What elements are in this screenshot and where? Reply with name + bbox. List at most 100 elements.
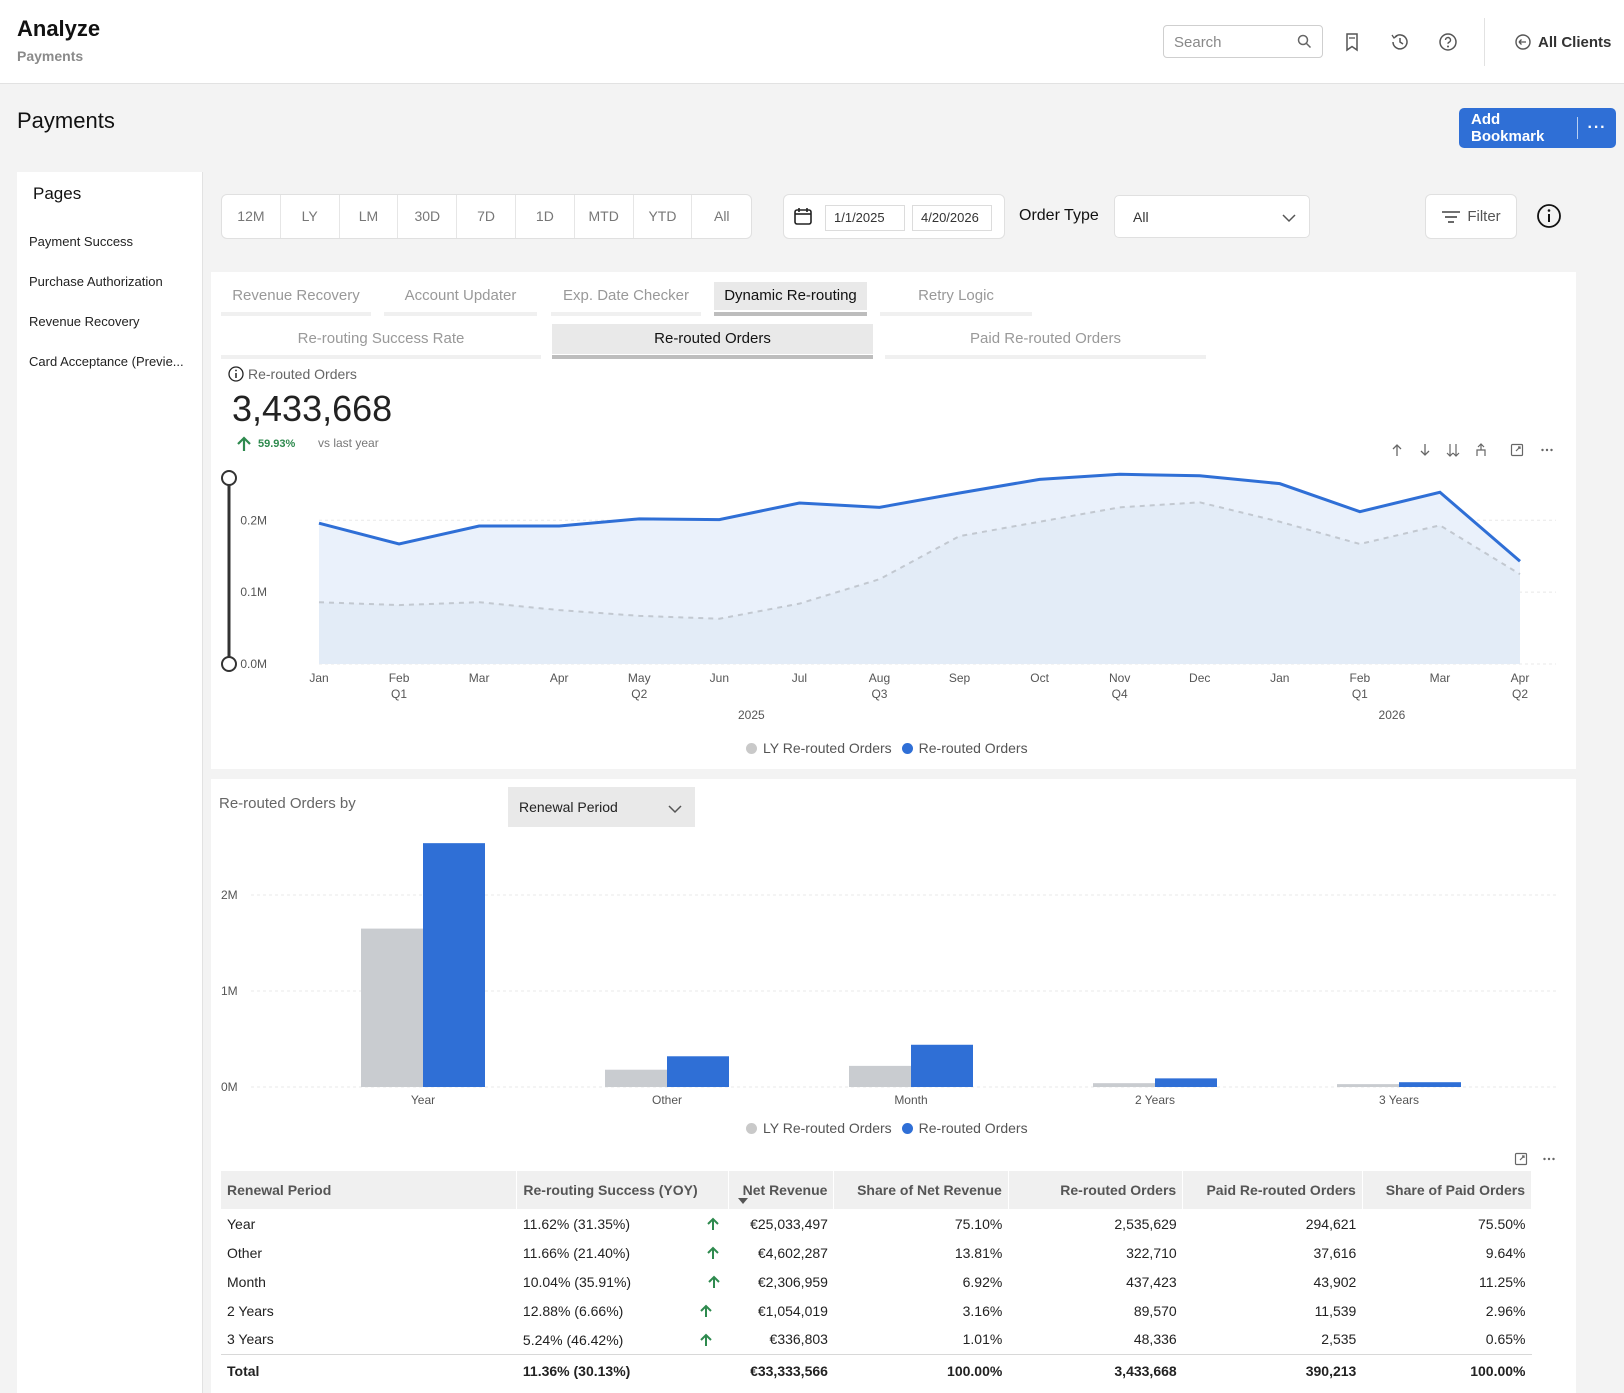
period-ytd[interactable]: YTD (634, 195, 693, 238)
bar-ly-2-years (1093, 1083, 1155, 1087)
col-header-label: Re-routing Success (YOY) (523, 1182, 698, 1198)
col-header-net-revenue[interactable]: Net Revenue (728, 1171, 835, 1209)
bar-current-month (911, 1044, 973, 1087)
col-header-share-paid-orders[interactable]: Share of Paid Orders (1362, 1171, 1533, 1209)
subtab-rerouting-success-rate[interactable]: Re-routing Success Rate (221, 324, 541, 359)
period-12m[interactable]: 12M (222, 195, 281, 238)
add-bookmark-button[interactable]: Add Bookmark (1471, 111, 1545, 145)
subtab-underline (885, 355, 1206, 359)
cell-value: 2,535 (1321, 1331, 1357, 1348)
app-title: Analyze (17, 16, 101, 41)
period-all[interactable]: All (713, 208, 730, 224)
tab-retry-logic[interactable]: Retry Logic (880, 282, 1032, 316)
filter-button[interactable]: Filter (1425, 194, 1517, 239)
legend-current-label[interactable]: Re-routed Orders (918, 1120, 1028, 1136)
expand-icon[interactable] (1510, 443, 1524, 462)
period-mtd[interactable]: MTD (575, 195, 634, 238)
tab-underline (221, 312, 371, 316)
cell-value: 100.00% (947, 1362, 1003, 1379)
period-ly[interactable]: LY (281, 195, 340, 238)
col-header-rerouted-orders[interactable]: Re-routed Orders (1008, 1171, 1184, 1209)
cell-value: 100.00% (1470, 1362, 1526, 1379)
sidebar-item-card-acceptance[interactable]: Card Acceptance (Previe... (29, 354, 184, 369)
expand-icon[interactable] (1514, 1152, 1528, 1171)
search-box[interactable] (1163, 25, 1323, 58)
sort-descending-icon[interactable] (1418, 443, 1432, 462)
y-tick-label: 0.1M (240, 585, 267, 599)
subtab-underline (221, 355, 541, 359)
legend-ly-label[interactable]: LY Re-routed Orders (763, 740, 892, 756)
period-30d[interactable]: 30D (398, 195, 458, 238)
cell-renewal-period: 3 Years (221, 1325, 517, 1354)
y-tick-label: 1M (221, 984, 238, 998)
legend-current-label[interactable]: Re-routed Orders (918, 740, 1028, 756)
col-header-renewal-period[interactable]: Renewal Period (221, 1171, 518, 1209)
sidebar-item-payment-success[interactable]: Payment Success (29, 234, 134, 249)
drill-down-icon[interactable] (1446, 443, 1460, 462)
breakdown-dimension-select[interactable]: Renewal Period (508, 787, 695, 827)
period-1d[interactable]: 1D (516, 195, 575, 238)
search-input[interactable] (1174, 32, 1294, 52)
category-label: 3 Years (1379, 1093, 1419, 1107)
cell-value: 0.65% (1485, 1331, 1526, 1348)
hierarchy-icon[interactable] (1474, 443, 1488, 462)
sort-caret-icon[interactable] (737, 1197, 748, 1205)
x-tick-label: Nov (1109, 671, 1130, 685)
app-subtitle: Payments (17, 48, 84, 64)
more-options-icon[interactable] (1540, 443, 1554, 462)
y-tick-label: 0.2M (240, 513, 267, 527)
cell-value: 11,539 (1314, 1302, 1357, 1319)
search-icon[interactable] (1297, 34, 1312, 54)
x-quarter-label: Q4 (1112, 687, 1128, 701)
legend-ly-label[interactable]: LY Re-routed Orders (763, 1120, 892, 1136)
cell-renewal-period: Total (221, 1353, 517, 1387)
tab-dynamic-rerouting[interactable]: Dynamic Re-routing (714, 282, 867, 316)
cell-value: 322,710 (1126, 1244, 1177, 1261)
cell-paid-rerouted-orders: 37,616 (1183, 1238, 1363, 1267)
period-7d[interactable]: 7D (457, 195, 516, 238)
all-clients-button[interactable]: All Clients (1514, 31, 1611, 53)
help-icon[interactable] (1436, 30, 1460, 54)
cell-value: €2,306,959 (757, 1273, 828, 1290)
tab-account-updater[interactable]: Account Updater (384, 282, 537, 316)
info-icon[interactable] (228, 366, 244, 382)
filter-icon (1442, 210, 1461, 223)
tab-exp-date-checker[interactable]: Exp. Date Checker (551, 282, 701, 316)
x-tick-label: Apr (550, 671, 569, 685)
info-icon[interactable] (1536, 203, 1562, 234)
x-tick-label: Feb (389, 671, 410, 685)
more-options-icon[interactable] (1542, 1152, 1556, 1171)
history-icon[interactable] (1388, 30, 1412, 54)
x-tick-label: Mar (1430, 671, 1451, 685)
legend-dot-current (901, 1122, 913, 1134)
subtab-paid-rerouted-orders[interactable]: Paid Re-routed Orders (885, 324, 1206, 359)
cell-rerouted-orders: 437,423 (1008, 1267, 1182, 1296)
cell-value: 75.50% (1478, 1215, 1526, 1232)
x-tick-label: Feb (1350, 671, 1371, 685)
order-type-select[interactable]: All (1114, 195, 1310, 238)
sidebar-item-revenue-recovery[interactable]: Revenue Recovery (29, 314, 140, 329)
date-to-input[interactable]: 4/20/2026 (912, 205, 992, 231)
table-row-other: Other 11.66% (21.40%) €4,602,287 13.81% 322,… (221, 1238, 1532, 1267)
bar-current-year (423, 843, 485, 1087)
sidebar-item-purchase-authorization[interactable]: Purchase Authorization (29, 274, 163, 289)
arrow-up-icon (707, 1217, 719, 1230)
bookmark-icon[interactable] (1340, 30, 1364, 54)
date-from-input[interactable]: 1/1/2025 (825, 205, 905, 231)
calendar-icon[interactable] (793, 206, 813, 231)
period-lm[interactable]: LM (340, 195, 399, 238)
col-header-rerouting-success[interactable]: Re-routing Success (YOY) (516, 1171, 748, 1209)
clients-icon (1515, 34, 1531, 50)
sort-ascending-icon[interactable] (1390, 443, 1404, 462)
tab-revenue-recovery[interactable]: Revenue Recovery (221, 282, 371, 316)
col-header-share-net-revenue[interactable]: Share of Net Revenue (833, 1171, 1009, 1209)
cell-value: 10.04% (35.91%) (522, 1274, 632, 1290)
subtab-rerouted-orders[interactable]: Re-routed Orders (552, 324, 873, 359)
cell-share-paid-orders: 11.25% (1362, 1267, 1531, 1296)
col-header-paid-rerouted-orders[interactable]: Paid Re-routed Orders (1182, 1171, 1363, 1209)
cell-share-paid-orders: 75.50% (1362, 1209, 1531, 1238)
subtab-label: Re-routed Orders (654, 330, 771, 347)
more-options-button[interactable]: ··· (1587, 119, 1607, 136)
bar-current-other (667, 1056, 729, 1087)
cell-value: 390,213 (1305, 1362, 1357, 1379)
